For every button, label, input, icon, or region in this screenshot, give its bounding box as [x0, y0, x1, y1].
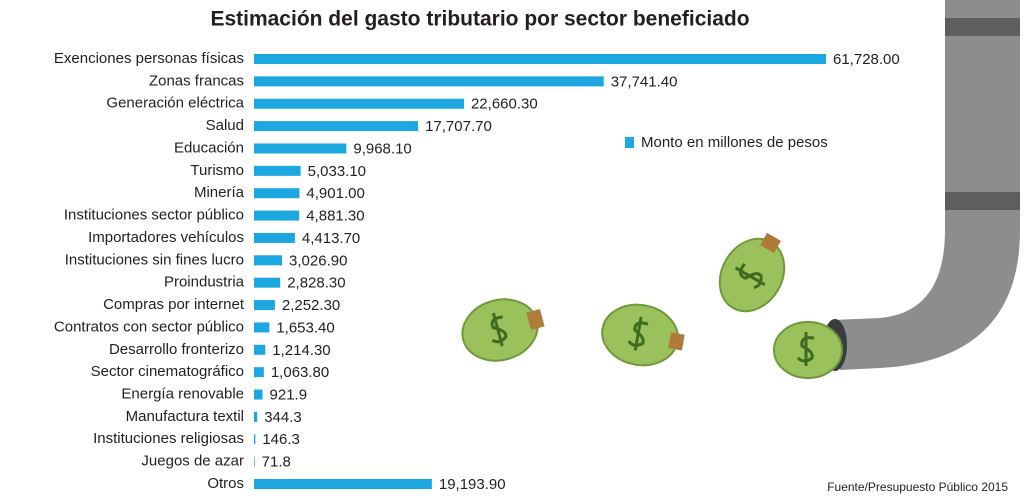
value-label: 5,033.10 [308, 163, 366, 180]
bar [254, 434, 256, 445]
bar [254, 367, 264, 378]
bar [254, 456, 255, 467]
category-label: Zonas francas [149, 72, 244, 89]
value-label: 71.8 [262, 454, 291, 471]
value-label: 22,660.30 [471, 96, 538, 113]
value-label: 344.3 [264, 409, 302, 426]
category-label: Turismo [190, 162, 244, 179]
bar [254, 54, 826, 64]
category-label: Contratos con sector público [54, 318, 244, 335]
bar [254, 121, 419, 132]
bar [254, 344, 266, 355]
bar [254, 389, 263, 400]
bar [254, 210, 300, 221]
value-label: 1,653.40 [276, 319, 334, 336]
category-label: Energía renovable [121, 385, 244, 402]
category-label: Sector cinematográfico [91, 363, 244, 380]
category-label: Instituciones sector público [64, 207, 244, 224]
bar [254, 98, 464, 109]
value-label: 1,214.30 [272, 342, 330, 359]
bar [254, 76, 604, 87]
category-label: Minería [194, 184, 245, 201]
value-label: 4,901.00 [306, 185, 364, 202]
value-label: 61,728.00 [833, 51, 900, 68]
source-note: Fuente/Presupuesto Público 2015 [827, 480, 1008, 494]
category-label: Proindustria [164, 274, 245, 291]
bar [254, 188, 300, 199]
value-label: 4,881.30 [306, 208, 364, 225]
value-label: 3,026.90 [289, 252, 347, 269]
category-label: Salud [206, 117, 244, 134]
category-label: Manufactura textil [126, 408, 244, 425]
category-label: Otros [207, 475, 244, 492]
category-label: Generación eléctrica [106, 95, 244, 112]
value-label: 37,741.40 [611, 73, 678, 90]
category-label: Compras por internet [103, 296, 245, 313]
category-label: Juegos de azar [141, 453, 244, 470]
bar [254, 232, 295, 243]
bar [254, 300, 275, 311]
category-label: Desarrollo fronterizo [109, 341, 244, 358]
value-label: 4,413.70 [302, 230, 360, 247]
category-label: Instituciones sin fines lucro [65, 251, 244, 268]
legend-swatch [625, 137, 634, 148]
value-label: 921.9 [270, 386, 308, 403]
chart-title: Estimación del gasto tributario por sect… [210, 8, 749, 31]
value-label: 9,968.10 [353, 140, 411, 157]
value-label: 19,193.90 [439, 476, 506, 493]
bar [254, 479, 432, 489]
category-label: Importadores vehículos [88, 229, 244, 246]
bar [254, 255, 283, 266]
legend-label: Monto en millones de pesos [641, 134, 828, 151]
category-label: Educación [174, 139, 244, 156]
bar [254, 411, 258, 422]
value-label: 17,707.70 [425, 118, 492, 135]
category-label: Exenciones personas físicas [54, 50, 244, 67]
value-label: 146.3 [262, 431, 300, 448]
value-label: 1,063.80 [271, 364, 329, 381]
bar [254, 322, 270, 333]
bar [254, 143, 347, 154]
value-label: 2,828.30 [287, 275, 345, 292]
money-bags [461, 232, 843, 379]
value-label: 2,252.30 [282, 297, 340, 314]
bar [254, 165, 301, 176]
bar [254, 277, 281, 288]
category-label: Instituciones religiosas [93, 430, 244, 447]
